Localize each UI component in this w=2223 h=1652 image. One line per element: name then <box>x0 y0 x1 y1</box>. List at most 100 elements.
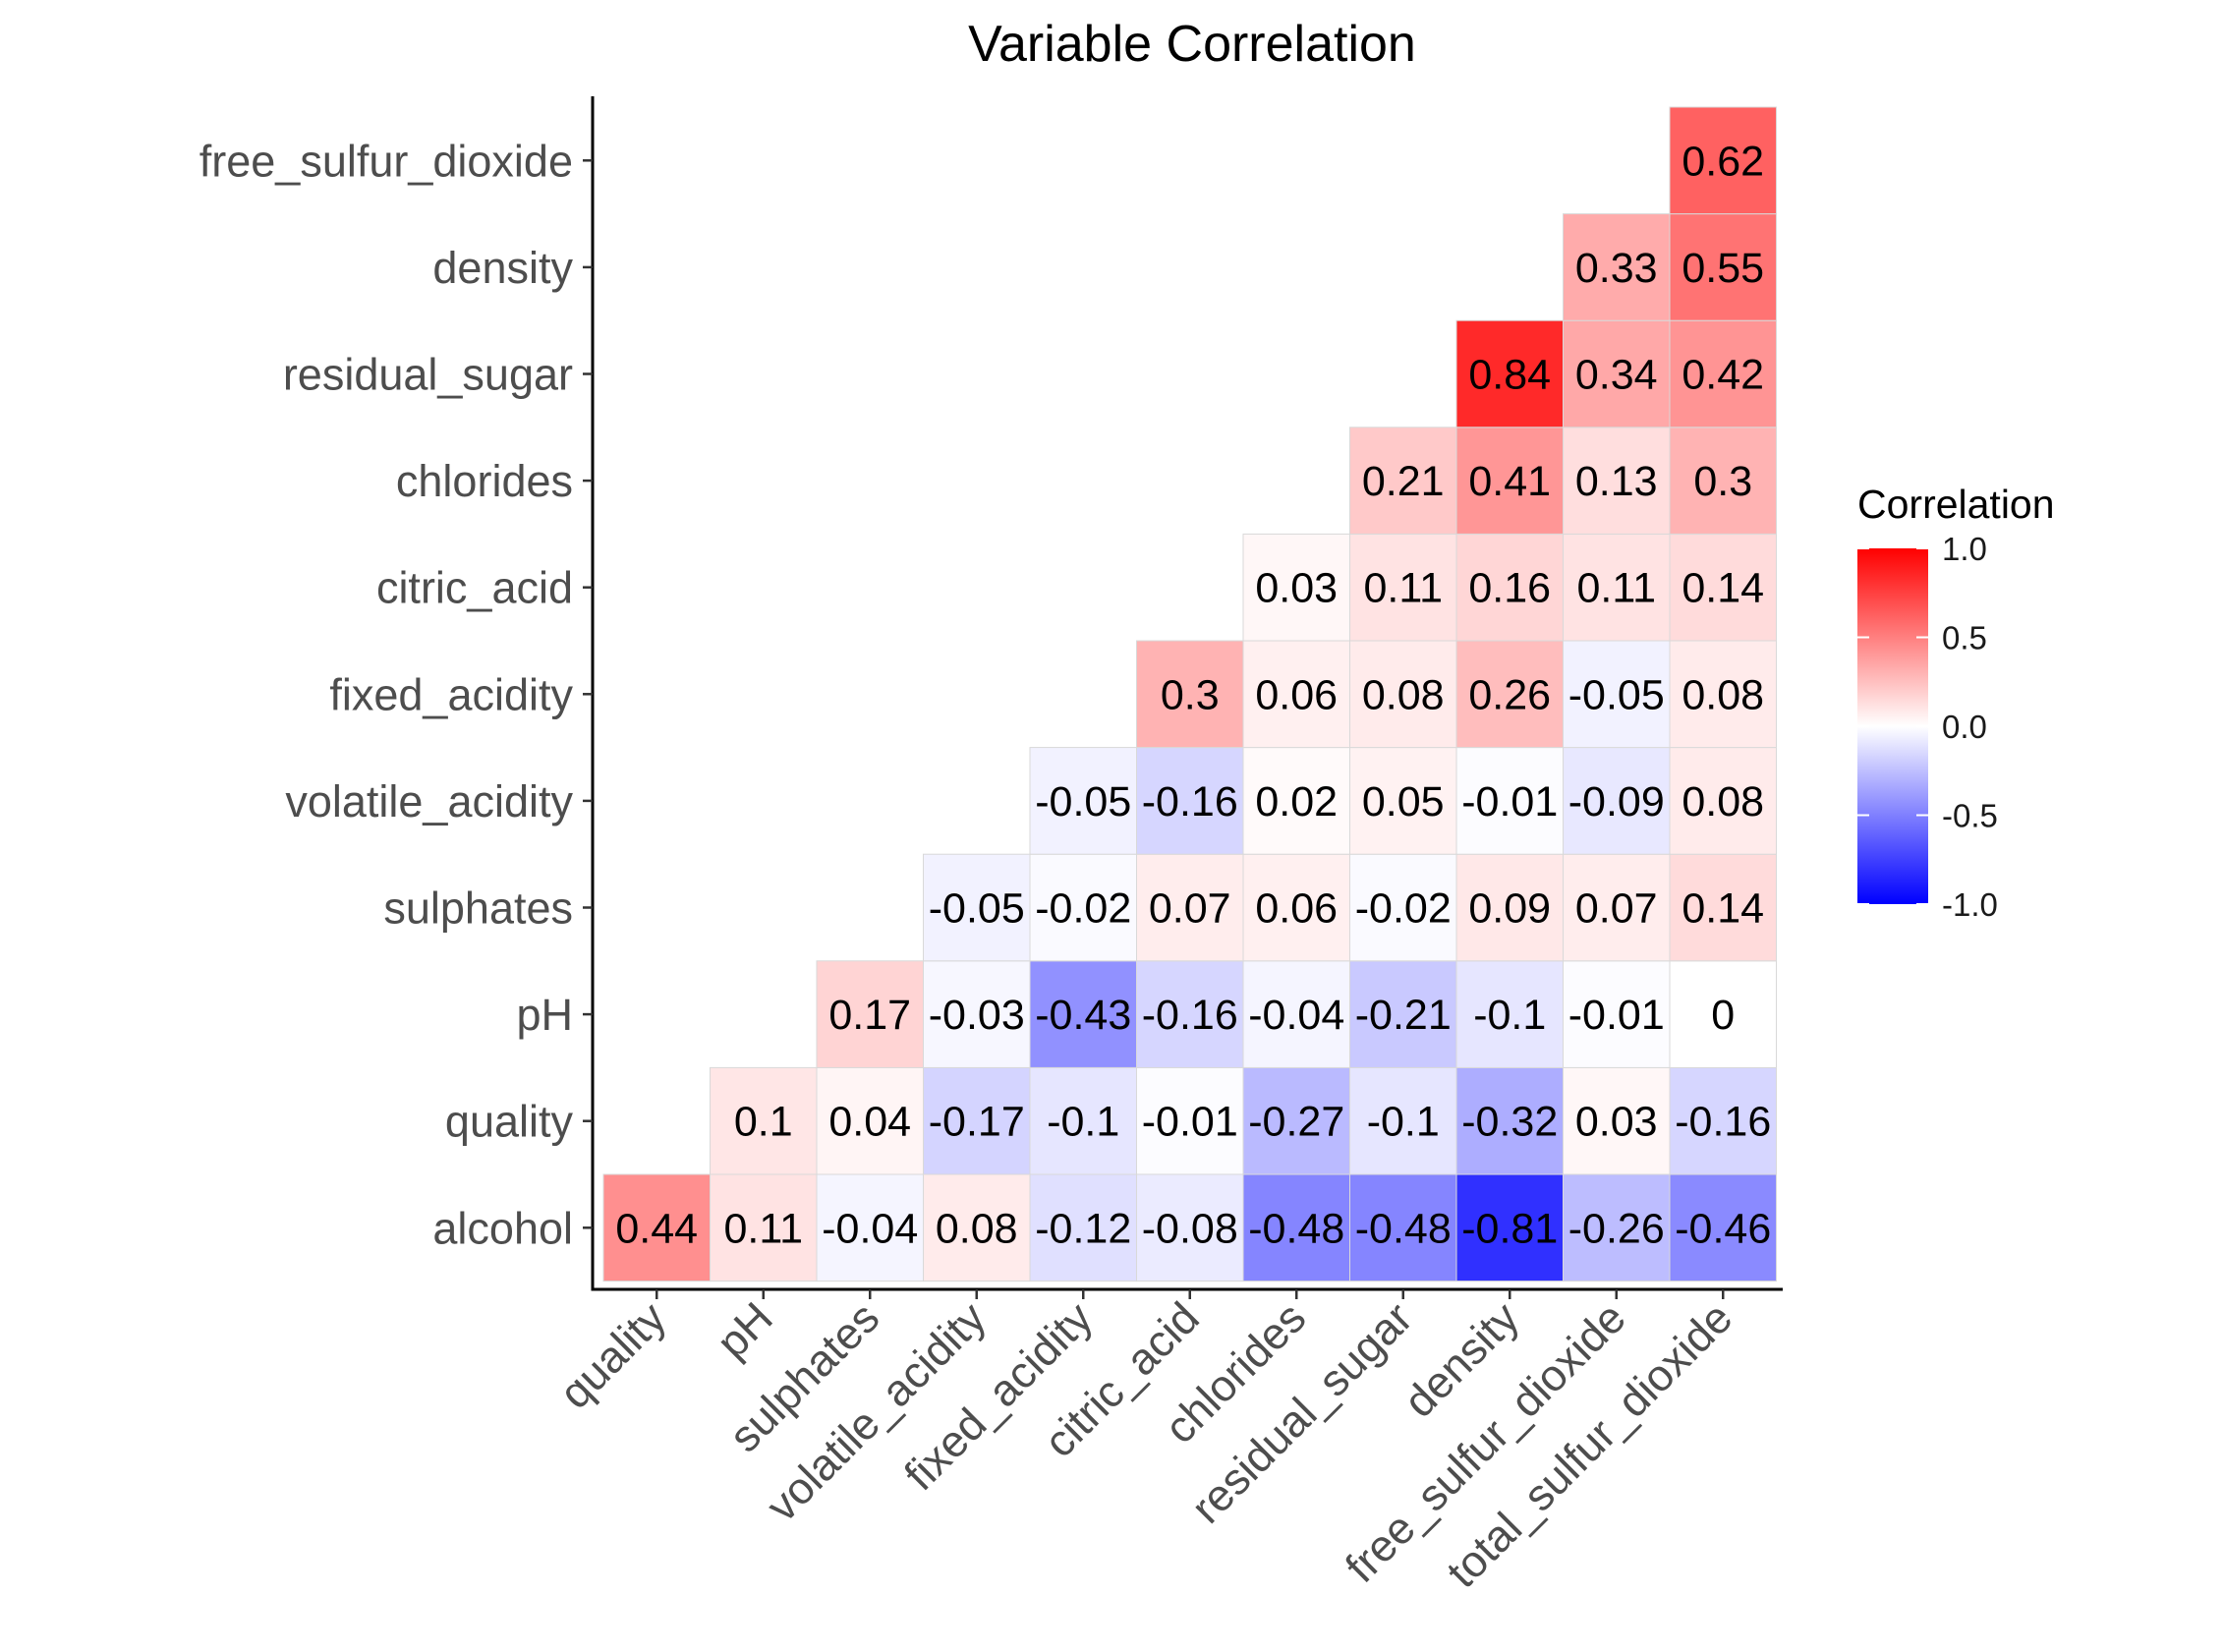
legend-tick-label: -0.5 <box>1942 798 1998 834</box>
cell-value-label: 0.3 <box>1161 671 1220 718</box>
y-tick-label: volatile_acidity <box>285 776 573 826</box>
cell-value-label: -0.02 <box>1035 885 1131 933</box>
heatmap-cell <box>816 960 924 1068</box>
cell-value-label: 0.03 <box>1255 565 1338 612</box>
heatmap-cell <box>1349 1066 1457 1175</box>
cell-value-label: 0.34 <box>1575 352 1658 399</box>
cell-value-label: -0.01 <box>1461 778 1558 826</box>
cell-value-label: 0.44 <box>615 1205 698 1252</box>
cell-value-label: 0.41 <box>1468 458 1551 505</box>
heatmap-cell <box>1455 319 1564 428</box>
heatmap-cell <box>1349 427 1457 535</box>
heatmap-cell <box>1563 319 1671 428</box>
cell-value-label: -0.26 <box>1568 1205 1665 1252</box>
y-tick-label: residual_sugar <box>283 350 573 400</box>
heatmap-cell <box>710 1066 818 1175</box>
cell-value-label: 0.08 <box>1362 671 1445 718</box>
heatmap-cell <box>1563 1066 1671 1175</box>
cell-value-label: -0.08 <box>1142 1205 1238 1252</box>
cell-value-label: -0.48 <box>1355 1205 1452 1252</box>
heatmap-cell <box>1563 427 1671 535</box>
cell-value-label: 0.42 <box>1682 352 1764 399</box>
heatmap-cell <box>1136 1066 1244 1175</box>
heatmap-cell <box>923 1173 1031 1282</box>
heatmap-cell <box>1563 213 1671 321</box>
cell-value-label: -0.43 <box>1035 992 1131 1039</box>
cell-value-label: 0.14 <box>1682 885 1764 933</box>
cell-value-label: -0.46 <box>1675 1205 1771 1252</box>
cell-value-label: 0.11 <box>1577 565 1657 612</box>
cell-value-label: 0.08 <box>1682 778 1764 826</box>
cell-value-label: 0.07 <box>1575 885 1658 933</box>
cell-value-label: -0.02 <box>1355 885 1452 933</box>
cell-value-label: -0.17 <box>929 1099 1025 1146</box>
cell-value-label: 0.84 <box>1468 352 1551 399</box>
heatmap-cell <box>1455 640 1564 749</box>
heatmap-cell <box>710 1173 818 1282</box>
cell-value-label: 0.62 <box>1682 138 1764 185</box>
heatmap-cell <box>1349 747 1457 855</box>
cell-value-label: 0.03 <box>1575 1099 1658 1146</box>
heatmap-cell <box>1669 747 1777 855</box>
heatmap-cell <box>1669 960 1777 1068</box>
heatmap-cell <box>816 1066 924 1175</box>
heatmap-cell <box>1455 853 1564 962</box>
legend-title: Correlation <box>1857 482 2055 527</box>
cell-value-label: -0.05 <box>1568 671 1665 718</box>
cell-value-label: -0.04 <box>822 1205 918 1252</box>
y-tick-label: chlorides <box>396 456 573 506</box>
y-tick-label: fixed_acidity <box>329 669 573 719</box>
cell-value-label: -0.16 <box>1142 778 1238 826</box>
heatmap-cell <box>1136 640 1244 749</box>
heatmap-cell <box>1242 1066 1350 1175</box>
heatmap-cell <box>1349 853 1457 962</box>
cell-value-label: -0.32 <box>1461 1099 1558 1146</box>
y-tick-label: alcohol <box>432 1203 573 1253</box>
cell-value-label: 0 <box>1711 992 1735 1039</box>
cell-value-label: -0.04 <box>1248 992 1344 1039</box>
cell-value-label: 0.26 <box>1468 671 1551 718</box>
cell-value-label: -0.01 <box>1142 1099 1238 1146</box>
heatmap-cell <box>1136 747 1244 855</box>
y-tick-label: free_sulfur_dioxide <box>200 136 573 186</box>
cell-value-label: 0.17 <box>828 992 911 1039</box>
cell-value-label: 0.08 <box>936 1205 1018 1252</box>
heatmap-cell <box>923 853 1031 962</box>
heatmap-cell <box>1242 1173 1350 1282</box>
heatmap-cell <box>1242 747 1350 855</box>
cell-value-label: -0.1 <box>1367 1099 1440 1146</box>
cell-value-label: 0.14 <box>1682 565 1764 612</box>
y-tick-label: density <box>432 243 573 293</box>
cell-value-label: 0.16 <box>1468 565 1551 612</box>
heatmap-cell <box>1669 106 1777 215</box>
cell-value-label: 0.04 <box>828 1099 911 1146</box>
heatmap-cell <box>1029 1173 1137 1282</box>
cell-value-label: -0.09 <box>1568 778 1665 826</box>
cell-value-label: 0.06 <box>1255 885 1338 933</box>
heatmap-cell <box>1136 1173 1244 1282</box>
cell-value-label: -0.16 <box>1142 992 1238 1039</box>
heatmap-cell <box>1669 1066 1777 1175</box>
cell-value-label: -0.12 <box>1035 1205 1131 1252</box>
heatmap-cell <box>1029 747 1137 855</box>
heatmap-cell <box>1349 640 1457 749</box>
cell-value-label: 0.06 <box>1255 671 1338 718</box>
heatmap-cell <box>1669 427 1777 535</box>
heatmap-cell <box>1563 533 1671 642</box>
heatmap-cell <box>1669 1173 1777 1282</box>
x-tick-label: quality <box>549 1292 675 1418</box>
heatmap-cell <box>1563 853 1671 962</box>
heatmap-cell <box>1563 1173 1671 1282</box>
heatmap-cell <box>923 960 1031 1068</box>
cell-value-label: -0.03 <box>929 992 1025 1039</box>
heatmap-cells: 0.44 0.11 -0.04 0.08 -0.12 -0.08 -0.48 -0.48 -0.… <box>602 106 1777 1282</box>
cell-value-label: -0.05 <box>1035 778 1131 826</box>
cell-value-label: 0.11 <box>724 1205 804 1252</box>
cell-value-label: 0.13 <box>1575 458 1658 505</box>
cell-value-label: -0.48 <box>1248 1205 1344 1252</box>
heatmap-cell <box>1455 1066 1564 1175</box>
cell-value-label: 0.02 <box>1255 778 1338 826</box>
chart-title: Variable Correlation <box>968 16 1416 73</box>
heatmap-cell <box>1669 853 1777 962</box>
